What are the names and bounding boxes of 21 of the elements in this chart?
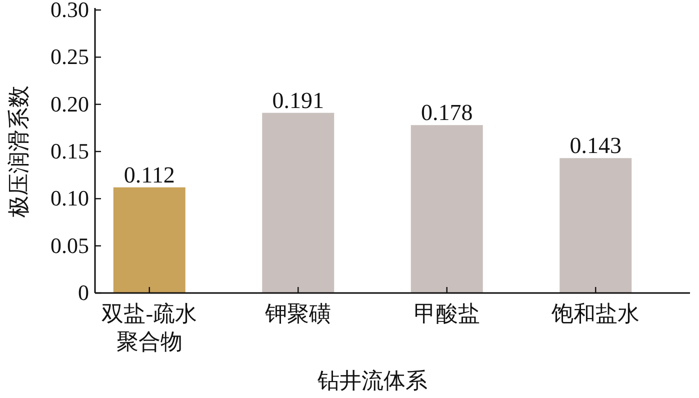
bar — [262, 112, 334, 293]
x-axis-title: 钻井流体系 — [316, 368, 428, 393]
data-label: 0.191 — [272, 88, 324, 113]
y-tick-label: 0.30 — [50, 0, 89, 22]
y-tick-label: 0 — [78, 280, 89, 305]
bar — [410, 125, 483, 293]
x-tick-label: 饱和盐水 — [550, 301, 640, 326]
y-tick-label: 0.15 — [50, 138, 89, 164]
data-label: 0.178 — [421, 100, 473, 126]
x-tick-label: 双盐-疏水聚合物 — [102, 301, 198, 354]
y-tick-label: 0.25 — [50, 44, 89, 70]
x-tick-label: 甲酸盐 — [414, 301, 480, 326]
y-tick-label: 0.20 — [50, 91, 89, 116]
y-tick-label: 0.05 — [50, 232, 89, 258]
x-tick-label: 钾聚磺 — [264, 301, 332, 326]
data-label: 0.112 — [124, 162, 175, 188]
y-axis-title: 极压润滑系数 — [6, 86, 31, 218]
data-label: 0.143 — [570, 133, 622, 158]
bar — [113, 187, 186, 293]
bar — [560, 158, 632, 293]
y-tick-label: 0.10 — [50, 186, 89, 211]
